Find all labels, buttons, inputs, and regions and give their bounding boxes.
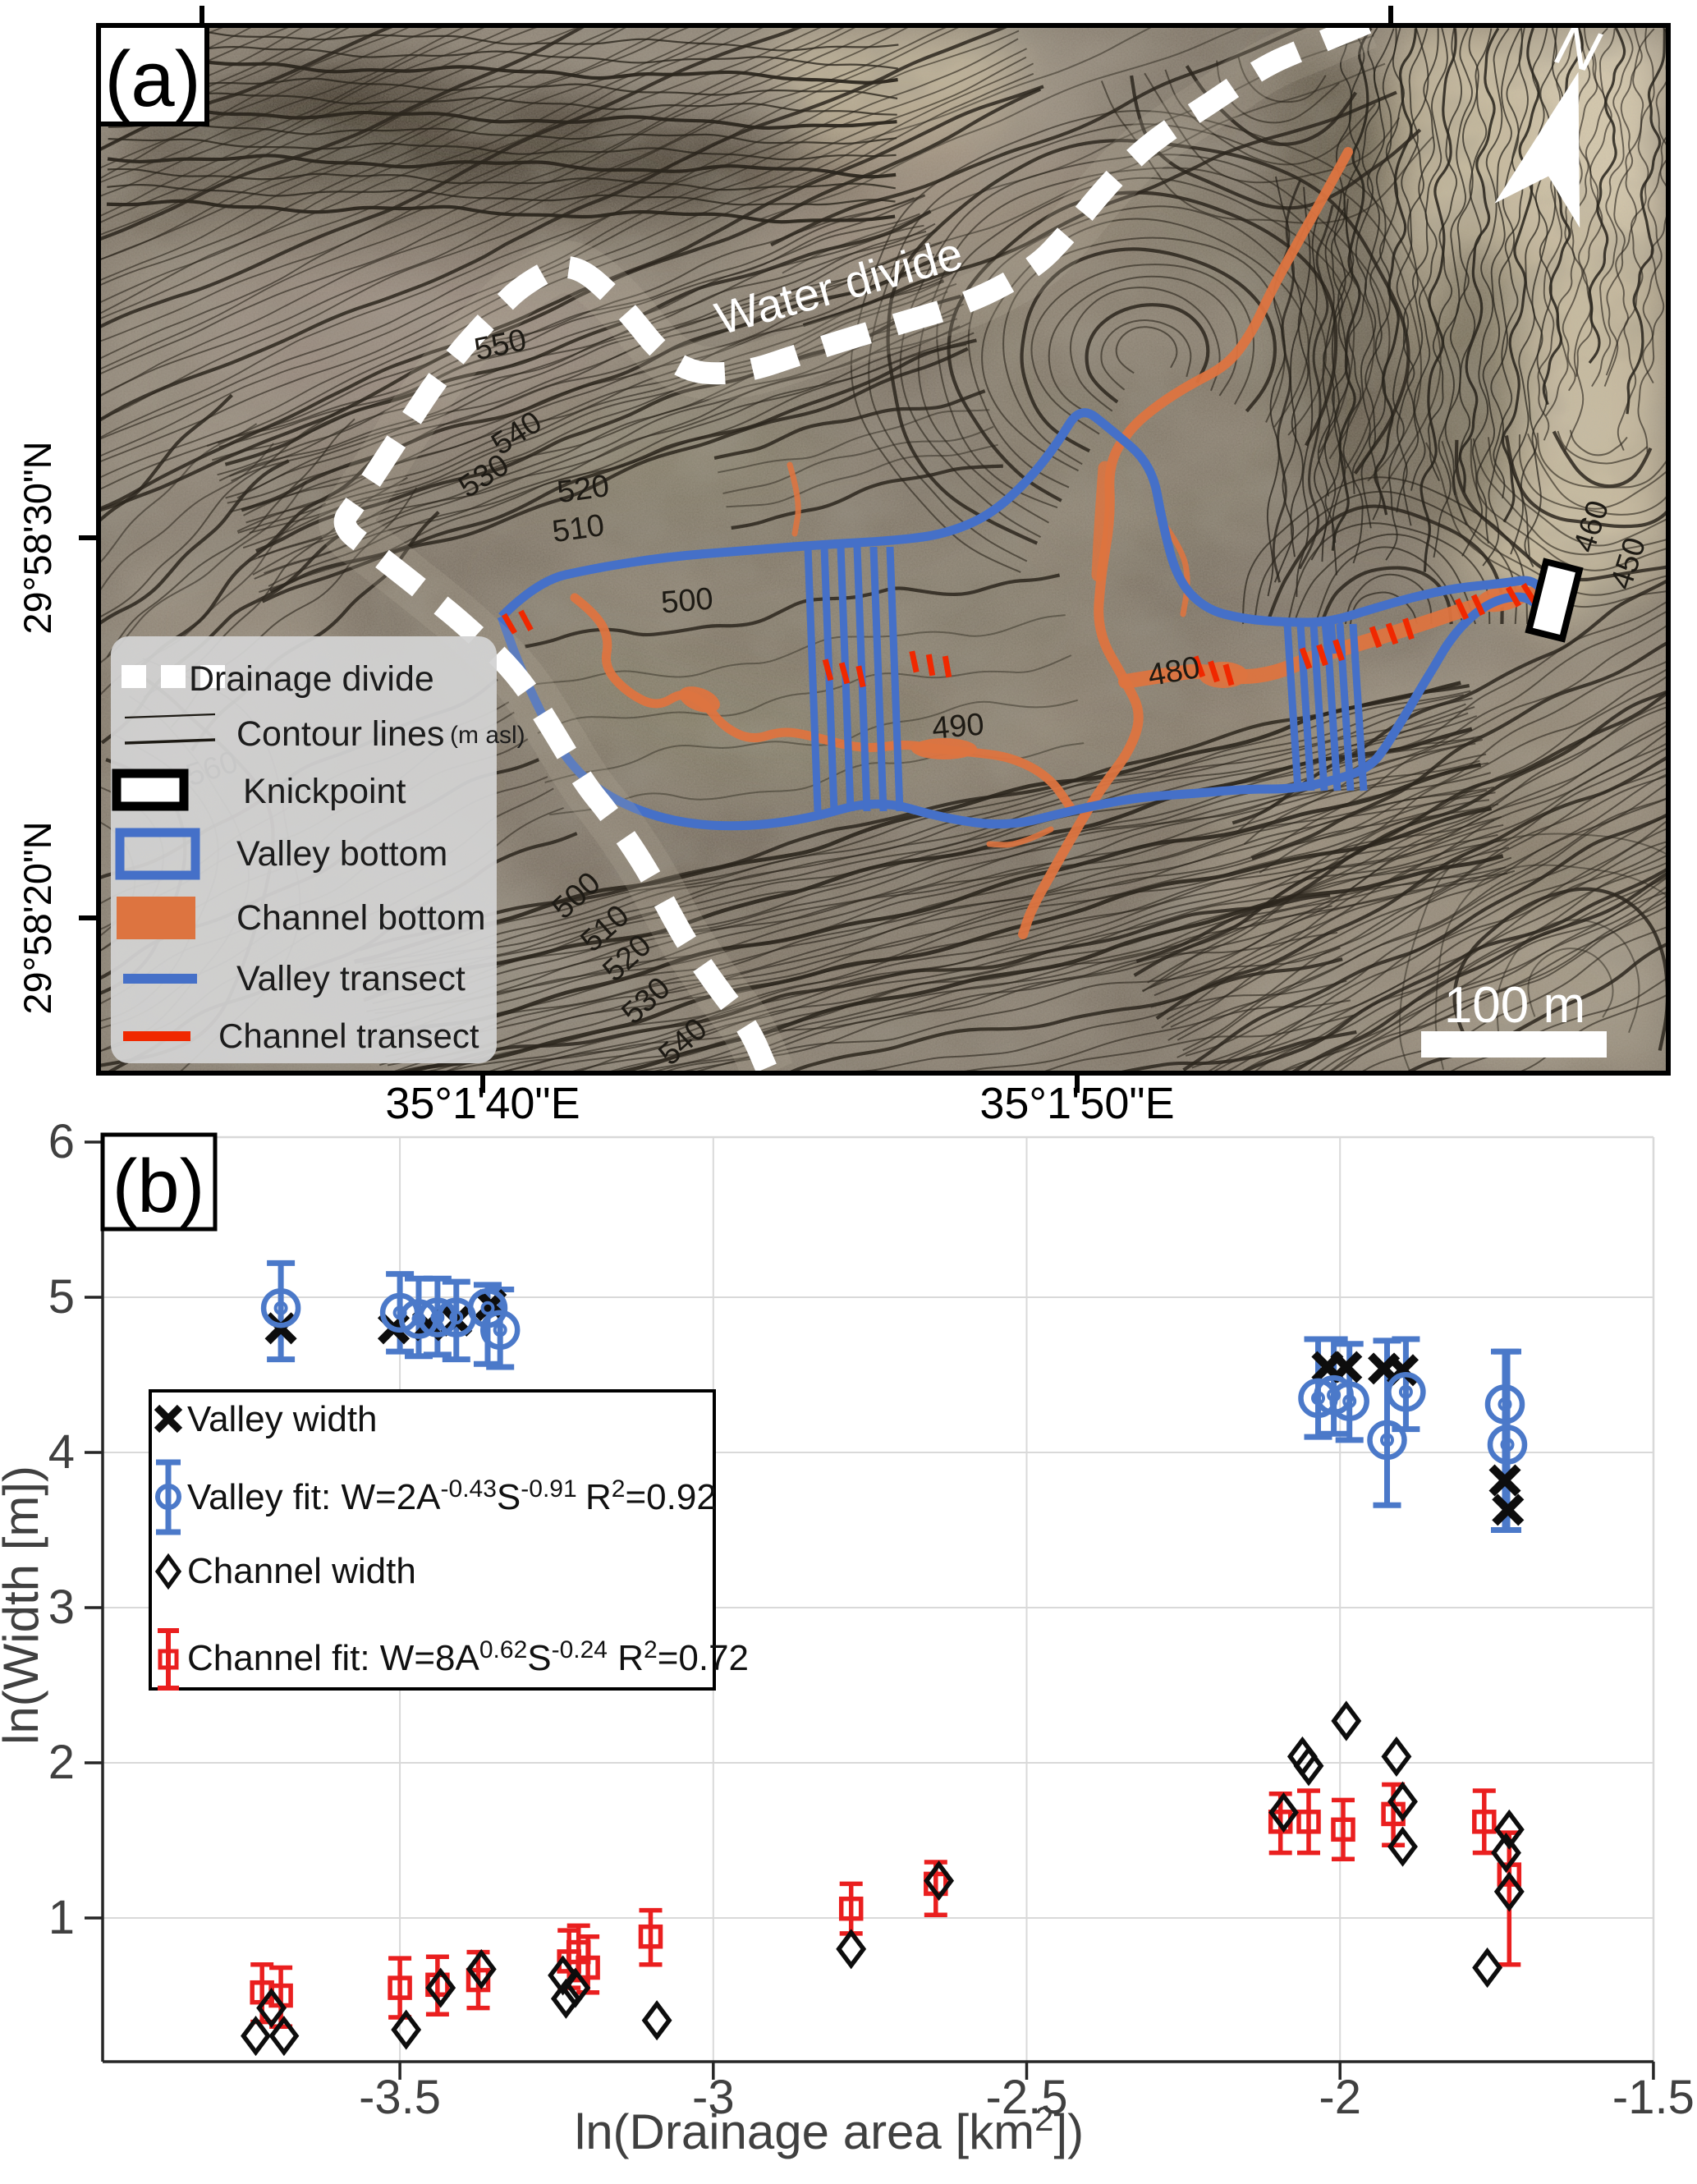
svg-text:35°1'40"E: 35°1'40"E [385,1079,580,1128]
svg-text:29°58'20"N: 29°58'20"N [16,821,59,1014]
svg-text:510: 510 [550,508,607,549]
svg-text:(b): (b) [112,1145,204,1228]
svg-text:490: 490 [931,707,986,746]
svg-text:Channel transect: Channel transect [218,1016,479,1055]
svg-text:2: 2 [48,1736,75,1789]
svg-text:Knickpoint: Knickpoint [243,772,406,811]
svg-text:3: 3 [48,1581,75,1634]
svg-text:-2.5: -2.5 [986,2071,1068,2124]
svg-text:Drainage divide: Drainage divide [189,659,434,699]
svg-text:Valley width: Valley width [187,1399,378,1439]
svg-text:Valley transect: Valley transect [236,959,466,998]
svg-text:100 m: 100 m [1444,977,1585,1034]
svg-text:Channel fit: W=8A0.62S-0.24 R2: Channel fit: W=8A0.62S-0.24 R2=0.72 [187,1636,749,1678]
svg-text:Contour lines: Contour lines [236,714,444,754]
svg-text:(m asl): (m asl) [450,722,525,749]
svg-text:ln(Drainage area [km2]): ln(Drainage area [km2]) [575,2099,1084,2159]
svg-text:R2=0.92: R2=0.92 [585,1475,717,1517]
svg-text:35°1'50"E: 35°1'50"E [979,1079,1174,1128]
svg-text:4: 4 [48,1425,75,1479]
svg-text:Channel width: Channel width [187,1551,416,1591]
svg-text:5: 5 [48,1270,75,1324]
svg-text:Channel bottom: Channel bottom [236,898,486,938]
svg-text:520: 520 [555,469,612,510]
svg-text:(a): (a) [104,35,200,123]
svg-text:29°58'30"N: 29°58'30"N [16,441,59,634]
svg-text:1: 1 [48,1891,75,1944]
svg-text:-3: -3 [692,2071,735,2124]
svg-text:-3.5: -3.5 [359,2071,441,2124]
svg-text:6: 6 [48,1115,75,1168]
svg-text:-1.5: -1.5 [1612,2071,1695,2124]
svg-text:Valley fit: W=2A-0.43S-0.91: Valley fit: W=2A-0.43S-0.91 [187,1475,577,1517]
svg-text:-2: -2 [1319,2071,1361,2124]
svg-text:500: 500 [660,581,715,620]
svg-text:ln(Width [m]): ln(Width [m]) [0,1466,48,1745]
svg-text:Valley bottom: Valley bottom [236,834,447,874]
